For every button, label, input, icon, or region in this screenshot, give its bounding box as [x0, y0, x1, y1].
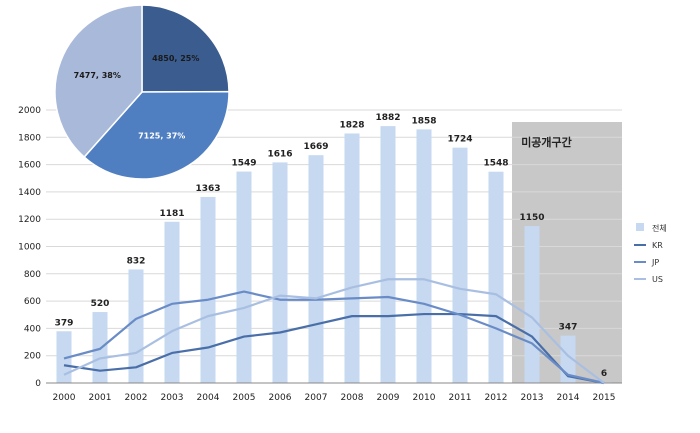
bar-data-label: 1828 [339, 120, 364, 130]
y-tick-label: 1600 [18, 161, 41, 171]
x-tick-label: 2002 [125, 393, 148, 403]
x-tick-label: 2005 [233, 393, 256, 403]
legend-swatch [636, 223, 644, 231]
x-tick-label: 2000 [53, 393, 76, 403]
pie-slice-label: 4850, 25% [152, 54, 199, 63]
bar-data-label: 379 [55, 318, 74, 328]
x-tick-label: 2003 [161, 393, 184, 403]
bar-data-label: 1363 [195, 184, 220, 194]
bar-data-label: 1549 [231, 159, 256, 169]
bar-data-label: 1548 [483, 159, 508, 169]
x-tick-label: 2014 [557, 393, 580, 403]
bar [200, 196, 216, 383]
bar [164, 221, 180, 383]
x-tick-label: 2010 [413, 393, 436, 403]
y-tick-label: 1400 [18, 188, 41, 198]
legend-label: KR [652, 241, 663, 250]
bar [416, 129, 432, 383]
legend-label: 전체 [652, 223, 667, 233]
x-tick-label: 2001 [89, 393, 112, 403]
y-tick-label: 400 [24, 324, 41, 334]
bar-data-label: 1616 [267, 149, 292, 159]
y-tick-label: 200 [24, 352, 41, 362]
bar [56, 331, 72, 383]
pie-slice [141, 4, 230, 93]
line-series-us [63, 278, 605, 384]
bar-data-label: 1669 [303, 142, 328, 152]
y-tick-label: 0 [35, 379, 41, 389]
bar [524, 226, 540, 383]
pie-slice-label: 7477, 38% [74, 71, 121, 80]
y-tick-label: 800 [24, 270, 41, 280]
bar [452, 147, 468, 383]
line-series-jp [63, 290, 605, 385]
x-tick-label: 2006 [269, 393, 292, 403]
bar [380, 126, 396, 384]
bar-data-label: 1181 [159, 209, 184, 219]
bar-data-label: 1858 [411, 116, 436, 126]
bar-data-label: 347 [559, 323, 578, 333]
bar-data-label: 1724 [447, 135, 472, 145]
x-tick-label: 2011 [449, 393, 472, 403]
x-tick-label: 2004 [197, 393, 220, 403]
x-tick-label: 2009 [377, 393, 400, 403]
bar-data-label: 6 [601, 369, 607, 379]
pie-slice [54, 4, 143, 159]
bar-data-label: 1882 [375, 113, 400, 123]
pie-slice [83, 90, 230, 180]
y-tick-label: 1200 [18, 215, 41, 225]
x-tick-label: 2007 [305, 393, 328, 403]
bar-data-label: 832 [127, 256, 146, 266]
bar [272, 162, 288, 383]
y-tick-label: 1800 [18, 133, 41, 143]
y-tick-label: 600 [24, 297, 41, 307]
y-tick-label: 1000 [18, 243, 41, 253]
bar [488, 171, 504, 383]
bar [308, 155, 324, 383]
x-tick-label: 2012 [485, 393, 508, 403]
bar-data-label: 520 [91, 299, 110, 309]
bar-data-label: 1150 [519, 213, 544, 223]
bar [236, 171, 252, 383]
shaded-region-label: 미공개구간 [521, 135, 572, 149]
x-tick-label: 2013 [521, 393, 544, 403]
bar [344, 133, 360, 383]
x-tick-label: 2008 [341, 393, 364, 403]
y-tick-label: 2000 [18, 106, 41, 116]
pie-slice-label: 7125, 37% [138, 132, 185, 141]
legend-label: JP [651, 258, 659, 267]
legend-label: US [652, 275, 663, 284]
line-series-kr [63, 312, 605, 385]
x-tick-label: 2015 [593, 393, 616, 403]
